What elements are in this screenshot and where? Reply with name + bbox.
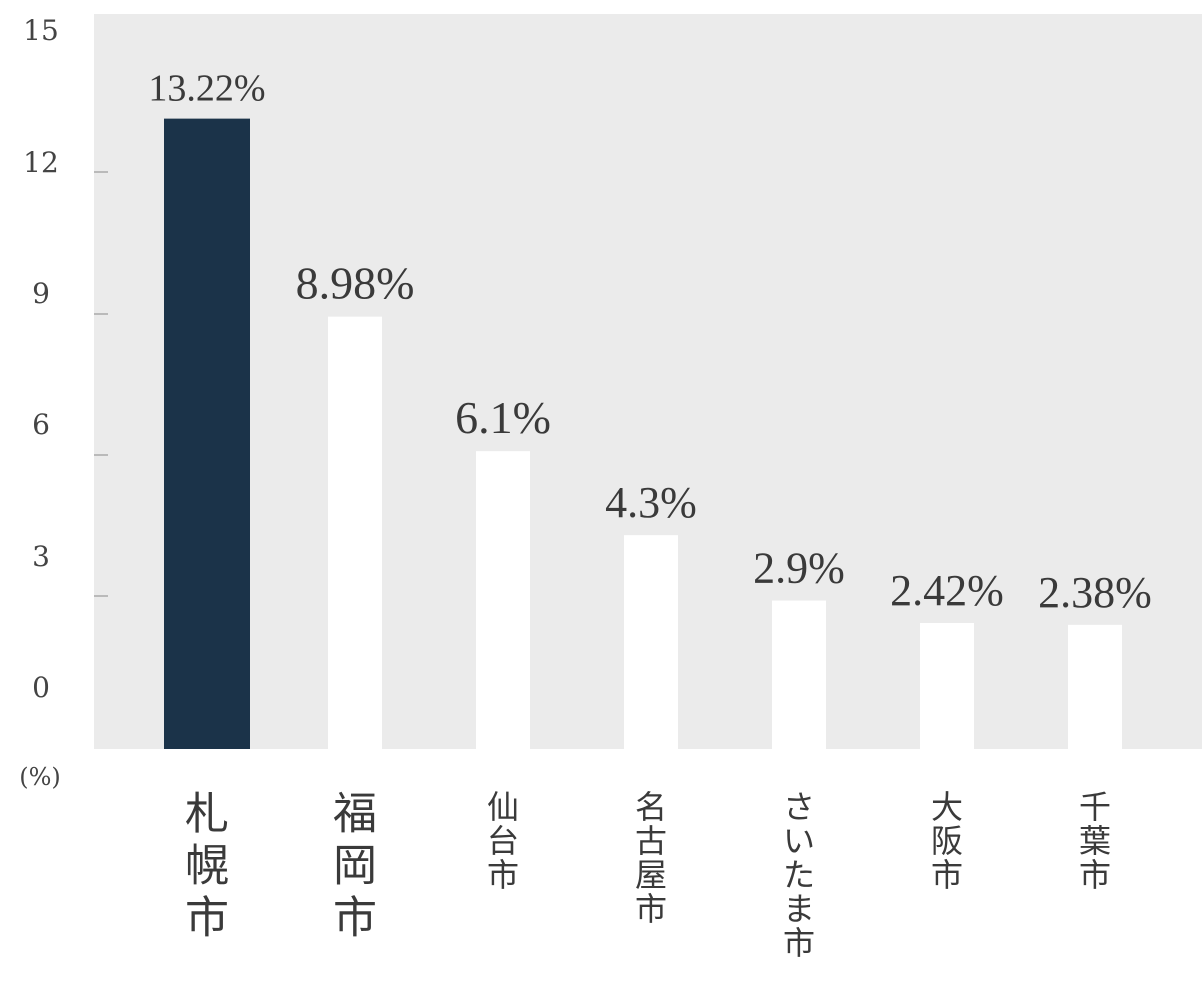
data-label: 8.98% bbox=[296, 258, 415, 309]
category-label: 大阪市 bbox=[931, 788, 963, 894]
data-label: 2.9% bbox=[753, 544, 845, 593]
data-label-group: 13.22% 8.98% 6.1% 4.3% 2.9% 2.42% 2.38% bbox=[148, 68, 1151, 617]
bar bbox=[920, 622, 974, 749]
bar bbox=[476, 451, 530, 749]
category-label: 名古屋市 bbox=[635, 788, 667, 928]
y-tick-label: 12 bbox=[23, 146, 59, 179]
bar bbox=[1068, 624, 1122, 749]
bar-group bbox=[164, 118, 1122, 750]
category-label: 札幌市 bbox=[185, 789, 229, 944]
y-tick-label: 9 bbox=[32, 277, 50, 310]
category-label: さいたま市 bbox=[783, 788, 815, 962]
data-label: 2.38% bbox=[1038, 568, 1152, 617]
bar bbox=[624, 535, 678, 749]
category-label: 福岡市 bbox=[333, 789, 377, 944]
category-label-group: 札幌市 福岡市 仙台市 名古屋市 さいたま市 大阪市 千葉市 bbox=[185, 788, 1111, 962]
data-label: 4.3% bbox=[605, 478, 697, 527]
category-label: 仙台市 bbox=[487, 788, 519, 894]
data-label: 2.42% bbox=[890, 566, 1004, 615]
data-label: 13.22% bbox=[148, 68, 265, 110]
y-tick-label: 6 bbox=[32, 408, 50, 441]
bar bbox=[328, 316, 382, 749]
y-axis: 15 12 9 6 3 0 bbox=[23, 14, 108, 704]
y-tick-label: 3 bbox=[32, 540, 50, 573]
y-tick-label: 15 bbox=[23, 14, 59, 47]
y-axis-unit-label: (%) bbox=[19, 763, 61, 791]
category-label: 千葉市 bbox=[1079, 788, 1111, 894]
y-tick-label: 0 bbox=[32, 671, 50, 704]
bar bbox=[772, 600, 826, 749]
data-label: 6.1% bbox=[455, 392, 551, 443]
bar bbox=[164, 118, 250, 750]
